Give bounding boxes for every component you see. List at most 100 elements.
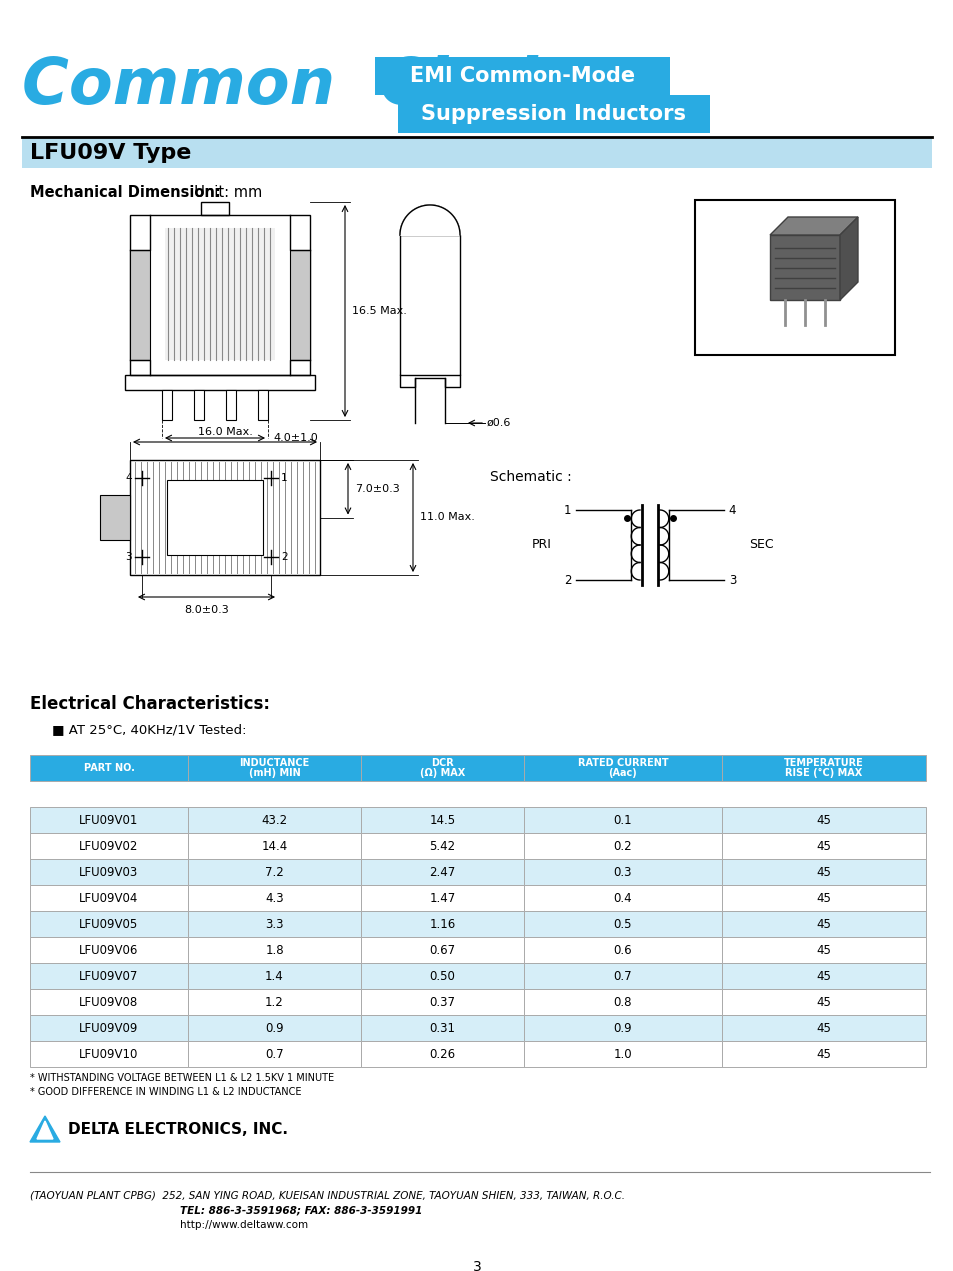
Bar <box>721 937 925 963</box>
Bar <box>721 859 925 885</box>
Text: 3: 3 <box>728 573 736 586</box>
Bar <box>721 807 925 833</box>
Bar <box>360 1016 523 1041</box>
Bar <box>721 1016 925 1041</box>
Text: LFU09V03: LFU09V03 <box>79 866 138 878</box>
Text: 43.2: 43.2 <box>261 813 287 826</box>
Text: * GOOD DIFFERENCE IN WINDING L1 & L2 INDUCTANCE: * GOOD DIFFERENCE IN WINDING L1 & L2 IND… <box>30 1087 301 1097</box>
Text: 3.3: 3.3 <box>265 918 283 930</box>
Text: 0.7: 0.7 <box>613 970 632 982</box>
Text: 0.1: 0.1 <box>613 813 632 826</box>
Text: 3: 3 <box>472 1260 481 1271</box>
Text: 2: 2 <box>281 552 287 562</box>
Text: 0.31: 0.31 <box>429 1022 455 1035</box>
Text: http://www.deltaww.com: http://www.deltaww.com <box>180 1220 308 1230</box>
Bar <box>360 859 523 885</box>
Bar <box>30 833 188 859</box>
Text: TEL: 886-3-3591968; FAX: 886-3-3591991: TEL: 886-3-3591968; FAX: 886-3-3591991 <box>180 1205 422 1215</box>
Text: 4: 4 <box>728 503 736 516</box>
Bar <box>523 755 721 780</box>
Bar <box>30 859 188 885</box>
Bar <box>523 833 721 859</box>
Text: 45: 45 <box>816 970 831 982</box>
Text: 45: 45 <box>816 918 831 930</box>
Bar <box>125 375 314 390</box>
Text: Mechanical Dimension:: Mechanical Dimension: <box>30 186 220 200</box>
Text: 45: 45 <box>816 891 831 905</box>
Bar <box>523 885 721 911</box>
Bar <box>721 885 925 911</box>
Bar <box>30 807 188 833</box>
Bar <box>769 235 840 300</box>
Text: LFU09V06: LFU09V06 <box>79 943 138 957</box>
Bar <box>162 390 172 419</box>
Text: 45: 45 <box>816 1022 831 1035</box>
Text: 7.0±0.3: 7.0±0.3 <box>355 484 399 493</box>
Text: 14.4: 14.4 <box>261 840 287 853</box>
Text: (Ω) MAX: (Ω) MAX <box>419 768 465 778</box>
Polygon shape <box>769 217 857 235</box>
Bar <box>188 807 360 833</box>
Bar <box>397 95 709 133</box>
Text: 0.8: 0.8 <box>613 995 632 1008</box>
Bar <box>188 833 360 859</box>
Text: 5.42: 5.42 <box>429 840 456 853</box>
Bar <box>523 989 721 1016</box>
Bar <box>257 390 268 419</box>
Bar <box>721 989 925 1016</box>
Polygon shape <box>840 217 857 300</box>
Bar <box>30 755 188 780</box>
Text: RATED CURRENT: RATED CURRENT <box>578 758 668 768</box>
Bar <box>523 1041 721 1066</box>
Bar <box>130 250 150 360</box>
Polygon shape <box>30 1116 60 1143</box>
Text: 0.9: 0.9 <box>613 1022 632 1035</box>
Text: 0.4: 0.4 <box>613 891 632 905</box>
Polygon shape <box>37 1121 53 1139</box>
Text: LFU09V05: LFU09V05 <box>79 918 138 930</box>
Text: 2: 2 <box>563 573 571 586</box>
Text: 45: 45 <box>816 1047 831 1060</box>
Bar <box>188 1016 360 1041</box>
Bar <box>188 963 360 989</box>
Text: DELTA ELECTRONICS, INC.: DELTA ELECTRONICS, INC. <box>68 1121 288 1136</box>
Bar <box>30 885 188 911</box>
Text: 11.0 Max.: 11.0 Max. <box>419 512 475 522</box>
Bar <box>201 202 229 215</box>
Text: 16.0 Max.: 16.0 Max. <box>197 427 253 437</box>
Text: 0.50: 0.50 <box>429 970 455 982</box>
Bar <box>523 911 721 937</box>
Text: (TAOYUAN PLANT CPBG)  252, SAN YING ROAD, KUEISAN INDUSTRIAL ZONE, TAOYUAN SHIEN: (TAOYUAN PLANT CPBG) 252, SAN YING ROAD,… <box>30 1190 624 1200</box>
Bar <box>188 937 360 963</box>
Text: 1.16: 1.16 <box>429 918 456 930</box>
Bar <box>193 390 204 419</box>
Bar <box>360 833 523 859</box>
Text: 4.0±1.0: 4.0±1.0 <box>273 433 317 444</box>
Bar <box>399 235 459 375</box>
Bar <box>721 833 925 859</box>
Text: ■ AT 25°C, 40KHz/1V Tested:: ■ AT 25°C, 40KHz/1V Tested: <box>52 723 246 736</box>
Text: (mH) MIN: (mH) MIN <box>249 768 300 778</box>
Bar <box>100 494 130 540</box>
Bar <box>360 1041 523 1066</box>
Text: 1: 1 <box>281 473 287 483</box>
Text: 0.5: 0.5 <box>613 918 632 930</box>
Bar <box>188 885 360 911</box>
Bar <box>721 911 925 937</box>
Bar <box>30 1041 188 1066</box>
Text: 4.3: 4.3 <box>265 891 283 905</box>
Text: 45: 45 <box>816 943 831 957</box>
Text: DCR: DCR <box>431 758 454 768</box>
Bar <box>721 1041 925 1066</box>
Bar <box>360 885 523 911</box>
Text: RISE (°C) MAX: RISE (°C) MAX <box>784 768 862 778</box>
Bar <box>22 139 931 168</box>
Text: TEMPERATURE: TEMPERATURE <box>783 758 863 768</box>
Text: INDUCTANCE: INDUCTANCE <box>239 758 310 768</box>
Bar <box>523 1016 721 1041</box>
Text: LFU09V02: LFU09V02 <box>79 840 138 853</box>
Text: 16.5 Max.: 16.5 Max. <box>352 306 406 316</box>
Text: 7.2: 7.2 <box>265 866 284 878</box>
Bar <box>30 963 188 989</box>
Text: PRI: PRI <box>531 539 551 552</box>
